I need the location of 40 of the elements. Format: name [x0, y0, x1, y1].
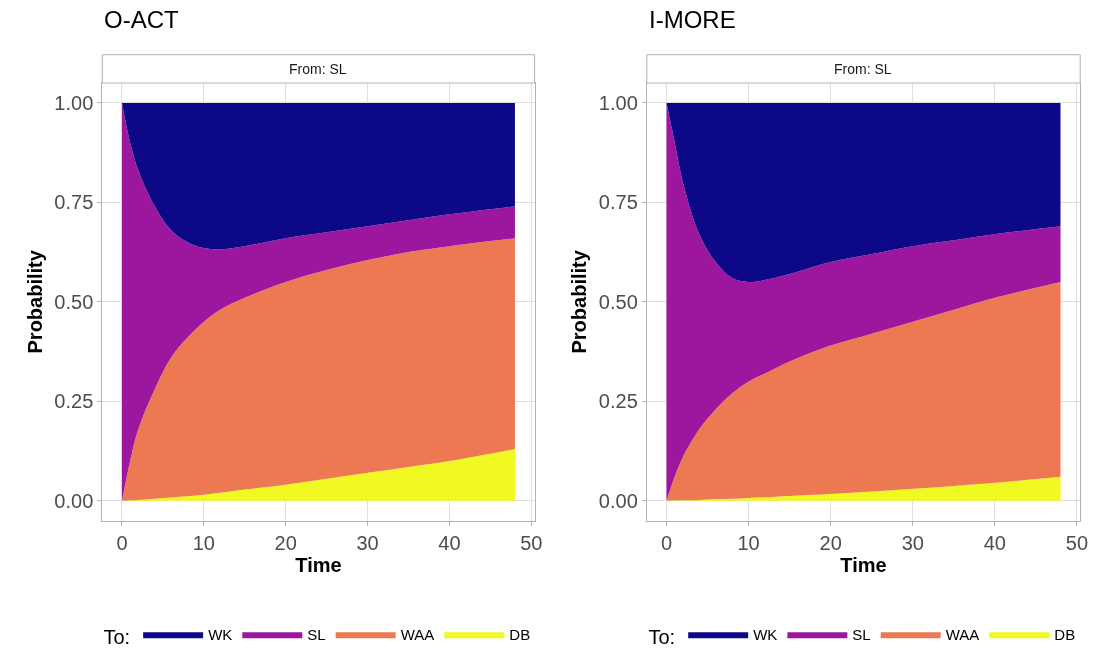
y-tick-label: 0.75: [54, 191, 94, 214]
x-tick-label: 40: [438, 531, 461, 554]
legend-label: DB: [1054, 626, 1076, 644]
x-tick-label: 10: [192, 531, 215, 554]
y-tick-label: 0.50: [598, 290, 638, 313]
legend-label: WK: [753, 626, 778, 644]
y-axis-title: Probability: [23, 249, 46, 354]
x-tick-label: 30: [901, 531, 924, 554]
legend-label: DB: [509, 626, 531, 644]
x-tick-label: 50: [1065, 531, 1089, 554]
x-tick-label: 40: [983, 531, 1006, 554]
y-tick-label: 0.50: [54, 290, 94, 313]
y-tick-label: 0.25: [54, 390, 94, 413]
x-tick-label: 10: [737, 531, 760, 554]
y-tick-label: 0.75: [598, 191, 638, 214]
legend-label: SL: [852, 626, 871, 644]
legend-label: WAA: [945, 626, 980, 644]
chart-title: I-MORE: [649, 6, 736, 33]
chart-subtitle: From: SL: [289, 61, 347, 77]
chart-title: O-ACT: [104, 6, 179, 33]
y-axis-title: Probability: [568, 249, 591, 354]
chart-subtitle: From: SL: [834, 61, 892, 77]
legend-label: WK: [208, 626, 233, 644]
legend-title: To:: [648, 625, 676, 648]
x-axis-title: Time: [840, 553, 887, 576]
y-tick-label: 1.00: [54, 91, 94, 114]
x-tick-label: 20: [819, 531, 842, 554]
x-axis-title: Time: [295, 553, 342, 576]
legend-label: WAA: [400, 626, 435, 644]
y-tick-label: 1.00: [598, 91, 638, 114]
legend-label: SL: [307, 626, 326, 644]
y-tick-label: 0.25: [598, 390, 638, 413]
x-tick-label: 20: [274, 531, 297, 554]
x-tick-label: 0: [660, 531, 673, 554]
x-tick-label: 0: [116, 531, 128, 554]
y-tick-label: 0.00: [598, 489, 638, 512]
x-tick-label: 30: [356, 531, 379, 554]
y-tick-label: 0.00: [54, 489, 94, 512]
x-tick-label: 50: [520, 531, 543, 554]
legend-title: To:: [103, 625, 131, 648]
